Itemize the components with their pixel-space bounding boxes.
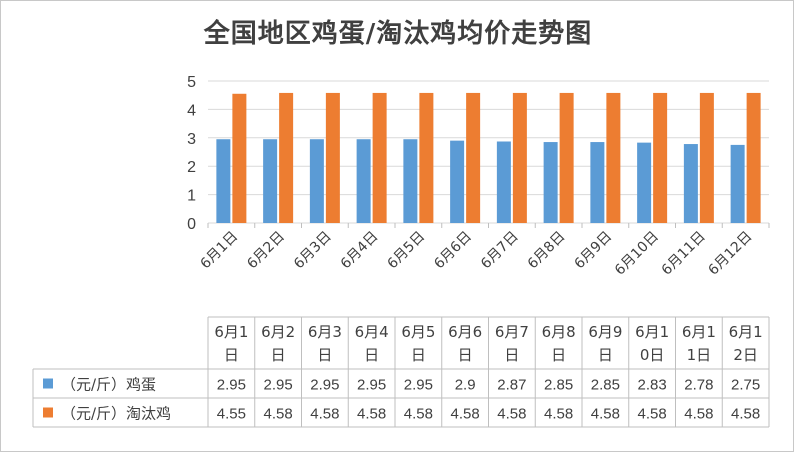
table-cell-value: 2.95 xyxy=(357,377,386,394)
table-cell-value: 2.9 xyxy=(455,377,476,394)
table-cell-value: 4.58 xyxy=(310,406,339,423)
x-category-label: 6月8日 xyxy=(525,229,569,273)
table-cell-value: 4.58 xyxy=(264,406,293,423)
table-cell-value: 2.85 xyxy=(544,377,573,394)
table-cell-value: 4.58 xyxy=(497,406,526,423)
y-tick-label: 4 xyxy=(187,102,196,119)
x-category-label: 6月11日 xyxy=(659,229,709,279)
table-header-line1: 6月4 xyxy=(355,323,389,341)
y-tick-label: 5 xyxy=(187,74,196,91)
bar-hen xyxy=(419,92,434,223)
bar-egg xyxy=(730,144,745,223)
bar-hen xyxy=(746,92,761,223)
table-header-line1: 6月1 xyxy=(635,323,669,341)
bar-egg xyxy=(496,141,511,223)
table-header-line1: 6月1 xyxy=(729,323,763,341)
bar-hen xyxy=(325,92,340,223)
table-cell-value: 2.85 xyxy=(591,377,620,394)
table-header-line2: 2日 xyxy=(733,346,758,364)
bar-egg xyxy=(356,139,371,223)
chart-title: 全国地区鸡蛋/淘汰鸡均价走势图 xyxy=(203,19,593,49)
table-header-line1: 6月7 xyxy=(495,323,529,341)
bar-egg xyxy=(403,139,418,223)
bar-hen xyxy=(466,92,481,223)
bar-egg xyxy=(590,142,605,223)
y-tick-label: 2 xyxy=(187,159,196,176)
x-category-label: 6月10日 xyxy=(612,229,662,279)
table-header-line1: 6月2 xyxy=(261,323,295,341)
bar-egg xyxy=(216,139,231,223)
x-category-label: 6月9日 xyxy=(571,229,615,273)
bar-egg xyxy=(637,142,652,223)
bar-egg xyxy=(309,139,324,223)
table-cell-value: 2.83 xyxy=(638,377,667,394)
table-header-line1: 6月1 xyxy=(214,323,248,341)
bar-hen xyxy=(559,92,574,223)
table-header-line2: 日 xyxy=(504,346,519,364)
table-cell-value: 4.55 xyxy=(217,406,246,423)
bar-hen xyxy=(653,92,668,223)
table-cell-value: 4.58 xyxy=(638,406,667,423)
table-cell-value: 4.58 xyxy=(731,406,760,423)
table-cell-value: 2.95 xyxy=(217,377,246,394)
table-header-line1: 6月1 xyxy=(682,323,716,341)
table-header-line2: 1日 xyxy=(687,346,712,364)
legend-key-egg xyxy=(43,378,53,389)
bar-hen xyxy=(232,93,247,223)
y-tick-label: 1 xyxy=(187,188,196,205)
table-cell-value: 4.58 xyxy=(451,406,480,423)
table-header-line2: 日 xyxy=(551,346,566,364)
x-category-label: 6月4日 xyxy=(338,229,382,273)
bar-hen xyxy=(512,92,527,223)
legend-label: （元/斤）淘汰鸡 xyxy=(61,405,171,423)
bar-hen xyxy=(279,92,294,223)
table-header-line2: 日 xyxy=(317,346,332,364)
table-header-line1: 6月9 xyxy=(588,323,622,341)
table-header-line2: 日 xyxy=(411,346,426,364)
table-header-line1: 6月5 xyxy=(401,323,435,341)
bar-egg xyxy=(263,139,278,223)
table-header-line2: 日 xyxy=(224,346,239,364)
table-cell-value: 4.58 xyxy=(684,406,713,423)
x-category-label: 6月7日 xyxy=(478,229,522,273)
table-header-line1: 6月3 xyxy=(308,323,342,341)
x-category-label: 6月12日 xyxy=(705,229,755,279)
table-header-line2: 日 xyxy=(458,346,473,364)
x-category-label: 6月6日 xyxy=(431,229,475,273)
x-category-label: 6月5日 xyxy=(384,229,428,273)
bar-egg xyxy=(543,142,558,223)
table-header-line2: 日 xyxy=(364,346,379,364)
table-cell-value: 2.78 xyxy=(684,377,713,394)
table-header-line1: 6月6 xyxy=(448,323,482,341)
x-category-label: 6月2日 xyxy=(244,229,288,273)
table-cell-value: 4.58 xyxy=(544,406,573,423)
table-cell-value: 4.58 xyxy=(404,406,433,423)
bar-egg xyxy=(683,144,698,223)
x-category-label: 6月1日 xyxy=(197,229,241,273)
table-cell-value: 2.95 xyxy=(264,377,293,394)
table-header-line1: 6月8 xyxy=(542,323,576,341)
x-category-label: 6月3日 xyxy=(291,229,335,273)
table-cell-value: 2.95 xyxy=(310,377,339,394)
table-header-line2: 0日 xyxy=(640,346,665,364)
table-cell-value: 2.95 xyxy=(404,377,433,394)
table-cell-value: 2.87 xyxy=(497,377,526,394)
table-cell-value: 2.75 xyxy=(731,377,760,394)
table-cell-value: 4.58 xyxy=(591,406,620,423)
table-header-line2: 日 xyxy=(271,346,286,364)
bar-hen xyxy=(606,92,621,223)
bar-hen xyxy=(372,92,387,223)
legend-label: （元/斤）鸡蛋 xyxy=(61,376,156,394)
y-tick-label: 3 xyxy=(187,131,196,148)
legend-key-hen xyxy=(43,407,53,418)
bar-egg xyxy=(450,140,465,223)
table-cell-value: 4.58 xyxy=(357,406,386,423)
y-tick-label: 0 xyxy=(187,216,196,233)
table-header-line2: 日 xyxy=(598,346,613,364)
bar-hen xyxy=(699,92,714,223)
